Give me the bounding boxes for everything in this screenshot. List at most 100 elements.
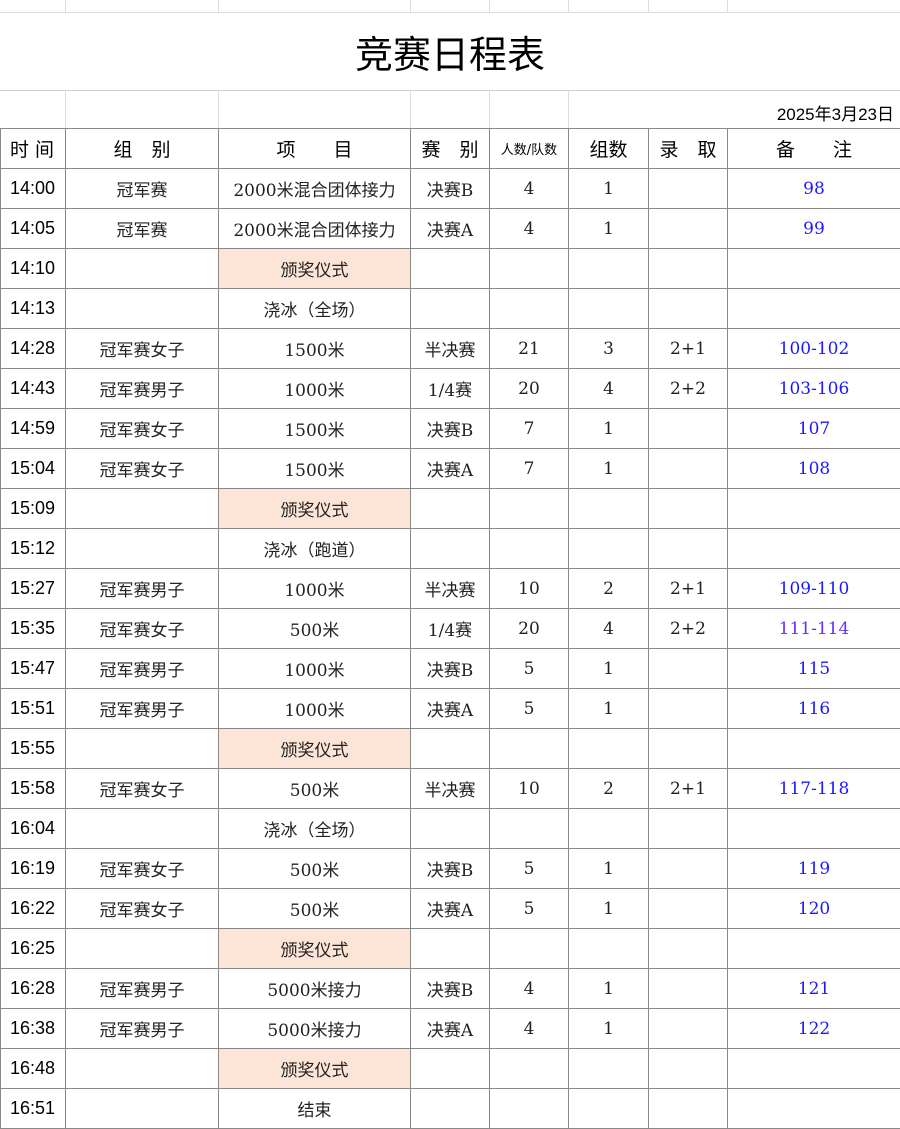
cell-round[interactable]: 决赛A [410, 1008, 490, 1049]
cell-round[interactable] [410, 528, 490, 569]
cell-round[interactable]: 决赛A [410, 888, 490, 929]
cell-entries[interactable] [489, 1048, 569, 1089]
cell-qualify[interactable]: 2+2 [648, 608, 728, 649]
cell-round[interactable]: 半决赛 [410, 328, 490, 369]
cell-note[interactable] [727, 488, 900, 529]
cell-time[interactable]: 15:04 [0, 448, 66, 489]
cell-heats[interactable]: 1 [568, 208, 649, 249]
cell-qualify[interactable] [648, 168, 728, 209]
cell-heats[interactable]: 1 [568, 648, 649, 689]
cell-qualify[interactable] [648, 248, 728, 289]
cell-event[interactable]: 颁奖仪式 [218, 1048, 411, 1089]
cell-event[interactable]: 浇冰（跑道） [218, 528, 411, 569]
cell-note[interactable] [727, 1088, 900, 1129]
cell-heats[interactable] [568, 1048, 649, 1089]
cell-group[interactable]: 冠军赛男子 [65, 688, 219, 729]
cell-note[interactable] [727, 288, 900, 329]
cell-round[interactable] [410, 248, 490, 289]
cell-time[interactable]: 16:22 [0, 888, 66, 929]
cell-time[interactable]: 15:51 [0, 688, 66, 729]
cell-qualify[interactable] [648, 648, 728, 689]
cell-group[interactable] [65, 248, 219, 289]
cell-heats[interactable] [568, 808, 649, 849]
cell-qualify[interactable] [648, 728, 728, 769]
cell-entries[interactable] [489, 528, 569, 569]
cell-heats[interactable] [568, 488, 649, 529]
cell-qualify[interactable] [648, 208, 728, 249]
cell-note[interactable] [727, 248, 900, 289]
cell-qualify[interactable] [648, 288, 728, 329]
cell-heats[interactable] [568, 528, 649, 569]
cell-note[interactable]: 121 [727, 968, 900, 1009]
cell-time[interactable]: 16:19 [0, 848, 66, 889]
cell-round[interactable] [410, 928, 490, 969]
cell-qualify[interactable] [648, 1088, 728, 1129]
cell-heats[interactable]: 1 [568, 1008, 649, 1049]
cell-event[interactable]: 1000米 [218, 648, 411, 689]
cell-note[interactable]: 99 [727, 208, 900, 249]
cell-qualify[interactable] [648, 848, 728, 889]
cell-round[interactable] [410, 288, 490, 329]
cell-round[interactable]: 决赛B [410, 168, 490, 209]
cell-time[interactable]: 16:28 [0, 968, 66, 1009]
cell-note[interactable]: 109-110 [727, 568, 900, 609]
cell-qualify[interactable]: 2+1 [648, 568, 728, 609]
cell-round[interactable]: 决赛A [410, 688, 490, 729]
cell-time[interactable]: 15:09 [0, 488, 66, 529]
cell-round[interactable]: 决赛B [410, 968, 490, 1009]
cell-heats[interactable] [568, 248, 649, 289]
cell-entries[interactable] [489, 288, 569, 329]
cell-round[interactable]: 决赛B [410, 408, 490, 449]
cell-event[interactable]: 结束 [218, 1088, 411, 1129]
cell-entries[interactable] [489, 928, 569, 969]
cell-entries[interactable]: 7 [489, 408, 569, 449]
cell-heats[interactable]: 1 [568, 968, 649, 1009]
cell-qualify[interactable] [648, 1048, 728, 1089]
cell-group[interactable]: 冠军赛女子 [65, 608, 219, 649]
cell-note[interactable]: 111-114 [727, 608, 900, 649]
cell-group[interactable]: 冠军赛男子 [65, 1008, 219, 1049]
cell-heats[interactable]: 3 [568, 328, 649, 369]
cell-entries[interactable]: 4 [489, 1008, 569, 1049]
cell-note[interactable]: 119 [727, 848, 900, 889]
cell-note[interactable]: 115 [727, 648, 900, 689]
cell-entries[interactable]: 20 [489, 368, 569, 409]
cell-round[interactable] [410, 808, 490, 849]
cell-event[interactable]: 2000米混合团体接力 [218, 168, 411, 209]
cell-heats[interactable]: 2 [568, 568, 649, 609]
cell-event[interactable]: 1500米 [218, 448, 411, 489]
cell-group[interactable] [65, 808, 219, 849]
cell-event[interactable]: 500米 [218, 888, 411, 929]
cell-note[interactable] [727, 528, 900, 569]
cell-group[interactable] [65, 528, 219, 569]
cell-time[interactable]: 14:00 [0, 168, 66, 209]
cell-heats[interactable]: 1 [568, 448, 649, 489]
cell-time[interactable]: 14:05 [0, 208, 66, 249]
cell-qualify[interactable] [648, 408, 728, 449]
cell-event[interactable]: 500米 [218, 608, 411, 649]
cell-note[interactable]: 108 [727, 448, 900, 489]
cell-group[interactable] [65, 728, 219, 769]
cell-entries[interactable]: 5 [489, 688, 569, 729]
cell-qualify[interactable]: 2+2 [648, 368, 728, 409]
cell-round[interactable]: 决赛A [410, 448, 490, 489]
cell-note[interactable]: 98 [727, 168, 900, 209]
cell-qualify[interactable]: 2+1 [648, 768, 728, 809]
cell-heats[interactable]: 1 [568, 688, 649, 729]
cell-note[interactable]: 117-118 [727, 768, 900, 809]
cell-time[interactable]: 16:51 [0, 1088, 66, 1129]
cell-group[interactable]: 冠军赛女子 [65, 848, 219, 889]
cell-time[interactable]: 15:58 [0, 768, 66, 809]
cell-note[interactable]: 116 [727, 688, 900, 729]
cell-event[interactable]: 1000米 [218, 568, 411, 609]
cell-group[interactable]: 冠军赛 [65, 168, 219, 209]
cell-event[interactable]: 5000米接力 [218, 968, 411, 1009]
cell-qualify[interactable] [648, 1008, 728, 1049]
cell-round[interactable]: 半决赛 [410, 568, 490, 609]
cell-event[interactable]: 颁奖仪式 [218, 488, 411, 529]
cell-round[interactable] [410, 1088, 490, 1129]
cell-group[interactable] [65, 1048, 219, 1089]
cell-heats[interactable]: 1 [568, 408, 649, 449]
cell-entries[interactable]: 10 [489, 768, 569, 809]
cell-time[interactable]: 16:04 [0, 808, 66, 849]
